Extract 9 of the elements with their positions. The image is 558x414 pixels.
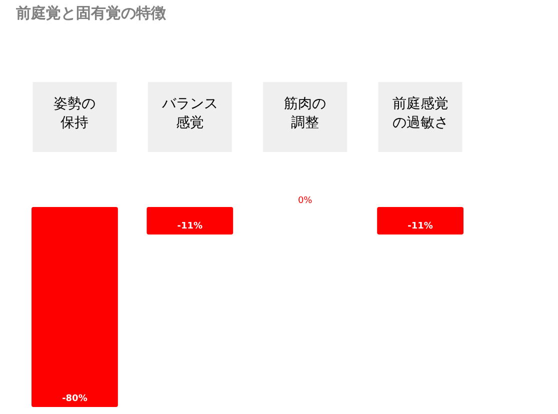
chart-title: 前庭覚と固有覚の特徴 [15, 4, 167, 22]
x-tick-label: 筋肉の調整 [284, 96, 326, 131]
data-label: -80% [62, 394, 88, 404]
x-tick-label: 前庭感覚の過敏さ [392, 96, 448, 131]
data-label: 0% [298, 196, 313, 206]
data-label: -11% [177, 222, 203, 232]
x-tick-label: 姿勢の保持 [54, 96, 96, 131]
data-label: -11% [408, 222, 433, 232]
x-tick-label: バランス感覚 [160, 96, 218, 131]
